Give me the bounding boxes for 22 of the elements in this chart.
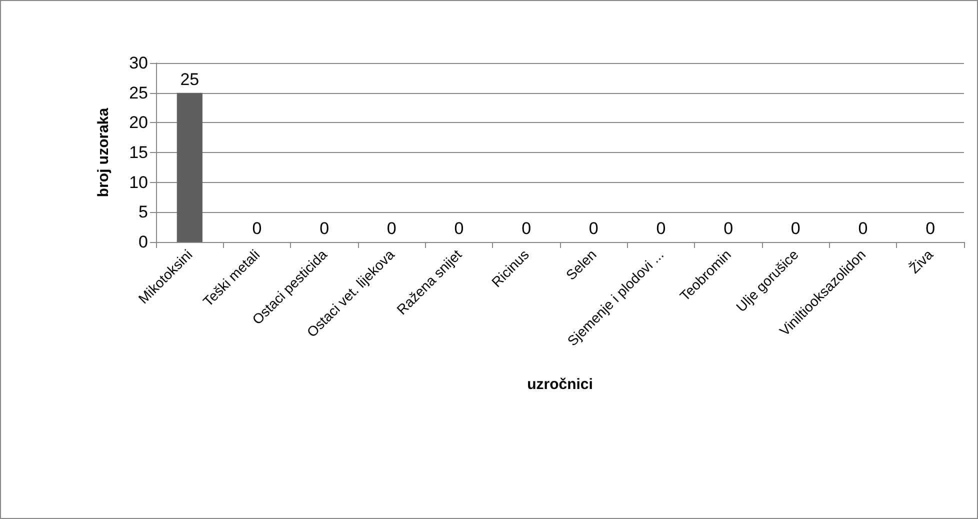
y-tick-label: 15	[129, 143, 148, 162]
data-label: 0	[790, 219, 800, 238]
data-label: 0	[858, 219, 868, 238]
data-label: 0	[588, 219, 598, 238]
data-label: 0	[252, 219, 262, 238]
y-tick-label: 30	[129, 54, 148, 72]
x-tick-label: Živa	[906, 246, 936, 276]
data-label: 0	[926, 219, 936, 238]
y-tick-label: 25	[129, 83, 148, 102]
data-label: 0	[386, 219, 396, 238]
y-axis-title: broj uzoraka	[95, 107, 112, 198]
x-axis-title: uzročnici	[527, 376, 593, 393]
y-tick-label: 10	[129, 172, 148, 192]
y-tick-label: 20	[129, 113, 148, 132]
y-tick-label: 0	[138, 232, 148, 252]
data-label: 0	[724, 219, 734, 238]
data-label: 0	[656, 219, 666, 238]
data-label: 0	[320, 219, 330, 238]
data-label: 25	[180, 70, 200, 89]
y-tick-label: 5	[138, 202, 148, 222]
data-label: 0	[454, 219, 464, 238]
data-label: 0	[522, 219, 532, 238]
